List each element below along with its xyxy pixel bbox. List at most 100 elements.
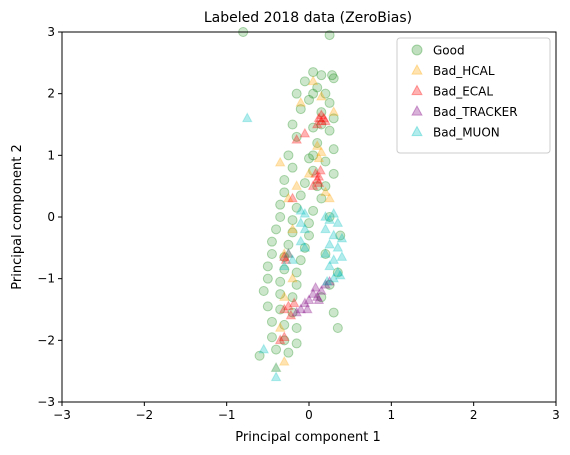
- point-bad-muon: [332, 241, 344, 252]
- x-tick-label: 0: [305, 408, 313, 422]
- point-good: [262, 301, 273, 312]
- point-bad-muon: [320, 247, 331, 258]
- point-bad-ecal: [316, 109, 327, 119]
- point-bad-muon: [321, 275, 333, 286]
- point-bad-ecal: [287, 192, 298, 203]
- point-good: [283, 347, 294, 358]
- point-bad-hcal: [291, 180, 302, 190]
- point-bad-hcal: [328, 106, 340, 116]
- point-bad-ecal: [280, 254, 292, 264]
- point-good: [266, 249, 277, 259]
- point-bad-muon: [328, 207, 340, 218]
- point-good: [312, 138, 323, 148]
- x-axis: −3 −2 −1 0 1 2 3: [53, 402, 560, 422]
- point-good: [266, 316, 277, 327]
- point-good: [320, 249, 331, 259]
- point-bad-tracker: [302, 303, 313, 314]
- point-good: [327, 70, 338, 81]
- legend-label-bad-muon: Bad_MUON: [433, 126, 500, 140]
- point-bad-muon: [324, 214, 335, 224]
- point-bad-ecal: [316, 115, 327, 126]
- point-good: [316, 193, 327, 204]
- point-bad-hcal: [287, 272, 298, 283]
- point-good: [328, 168, 339, 179]
- point-good: [258, 286, 269, 296]
- point-good: [312, 82, 323, 93]
- point-good: [287, 307, 298, 318]
- point-bad-tracker: [316, 284, 327, 295]
- point-bad-tracker: [295, 303, 307, 314]
- point-bad-muon: [270, 371, 282, 382]
- point-bad-muon: [328, 272, 340, 283]
- point-good: [279, 319, 290, 330]
- point-good: [299, 178, 310, 189]
- point-good: [291, 338, 302, 349]
- x-tick-label: 2: [470, 408, 478, 422]
- point-good: [287, 162, 298, 173]
- point-good: [324, 212, 335, 222]
- point-bad-hcal: [278, 291, 290, 301]
- point-good: [308, 88, 319, 99]
- point-good: [295, 255, 306, 266]
- y-tick-label: 0: [47, 210, 55, 224]
- point-good: [332, 323, 343, 333]
- point-good: [279, 264, 290, 275]
- point-bad-hcal: [324, 192, 335, 203]
- point-bad-hcal: [307, 75, 319, 86]
- point-bad-tracker: [320, 278, 331, 289]
- point-bad-muon: [332, 266, 344, 277]
- point-good: [287, 227, 298, 238]
- point-good: [295, 190, 306, 201]
- legend: Good Bad_HCAL Bad_ECAL Bad_TRACKER Bad_MUON: [396, 37, 551, 154]
- y-axis: −3 −2 −1 0 1 2 3: [37, 25, 62, 409]
- point-bad-muon: [324, 260, 335, 271]
- point-good: [308, 67, 319, 78]
- point-good: [304, 230, 314, 241]
- point-good: [304, 94, 314, 105]
- point-good: [324, 125, 335, 136]
- point-bad-hcal: [313, 152, 325, 163]
- point-good: [266, 236, 277, 247]
- point-bad-hcal: [303, 167, 315, 178]
- point-good: [308, 150, 319, 161]
- point-bad-hcal: [283, 192, 294, 203]
- point-bad-ecal: [313, 177, 325, 187]
- point-bad-muon: [324, 238, 335, 249]
- point-bad-ecal: [307, 180, 319, 190]
- x-tick-label: −2: [135, 408, 153, 422]
- point-bad-muon: [320, 223, 331, 234]
- legend-label-bad-tracker: Bad_TRACKER: [433, 105, 518, 119]
- y-tick-label: 1: [47, 148, 55, 162]
- legend-box: [396, 37, 551, 154]
- point-good: [291, 202, 302, 213]
- point-good: [254, 350, 265, 361]
- point-good: [324, 30, 335, 41]
- y-tick-label: 3: [47, 25, 55, 39]
- point-bad-muon: [299, 241, 311, 252]
- point-good: [328, 113, 339, 124]
- y-tick-label: −3: [37, 395, 55, 409]
- point-good: [320, 181, 331, 192]
- legend-label-bad-hcal: Bad_HCAL: [433, 64, 495, 78]
- point-bad-ecal: [313, 112, 325, 123]
- point-good: [275, 276, 286, 287]
- point-bad-muon: [328, 254, 340, 264]
- point-bad-muon: [278, 260, 290, 271]
- point-bad-hcal: [316, 146, 327, 156]
- point-bad-hcal: [320, 186, 331, 197]
- point-bad-muon: [295, 217, 307, 227]
- point-bad-hcal: [274, 321, 286, 332]
- point-bad-ecal: [310, 167, 321, 178]
- y-tick-label: 2: [47, 87, 55, 101]
- point-good: [308, 165, 319, 176]
- point-good: [271, 344, 282, 355]
- x-tick-label: 3: [552, 408, 560, 422]
- point-good: [279, 335, 290, 346]
- point-bad-tracker: [307, 288, 319, 298]
- point-bad-hcal: [287, 223, 298, 234]
- point-good: [324, 97, 335, 108]
- point-bad-muon: [336, 232, 348, 243]
- point-bad-ecal: [283, 300, 294, 311]
- point-good: [299, 76, 310, 87]
